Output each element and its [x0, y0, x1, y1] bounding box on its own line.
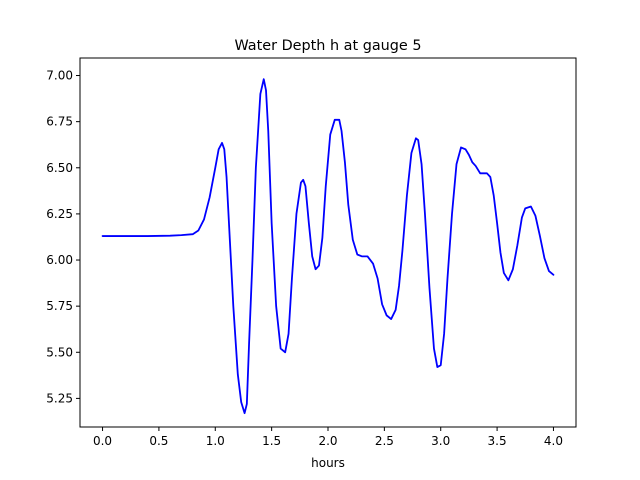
x-tick-label: 1.5 [262, 434, 281, 448]
x-tick-label: 0.5 [149, 434, 168, 448]
chart-title: Water Depth h at gauge 5 [234, 38, 421, 54]
y-tick-label: 5.50 [46, 345, 73, 359]
plot-area [101, 78, 555, 415]
x-tick-label: 2.0 [318, 434, 337, 448]
series-line-0 [101, 78, 555, 415]
x-tick-label: 0.0 [93, 434, 112, 448]
y-tick-label: 6.75 [46, 115, 73, 129]
x-tick-label: 1.0 [206, 434, 225, 448]
x-tick-label: 3.0 [431, 434, 450, 448]
x-tick-label: 4.0 [544, 434, 563, 448]
y-tick-label: 6.50 [46, 161, 73, 175]
axes: 0.0 0.5 1.0 1.5 2.0 2.5 3.0 3.5 4.0 5.25 5.50 5.75 6… [46, 57, 577, 448]
x-tick-label: 3.5 [488, 434, 507, 448]
x-axis-label: hours [311, 456, 345, 470]
y-tick-label: 5.25 [46, 391, 73, 405]
x-tick-label: 2.5 [375, 434, 394, 448]
y-tick-label: 6.00 [46, 253, 73, 267]
y-tick-label: 5.75 [46, 299, 73, 313]
y-tick-label: 6.25 [46, 207, 73, 221]
y-tick-label: 7.00 [46, 69, 73, 83]
